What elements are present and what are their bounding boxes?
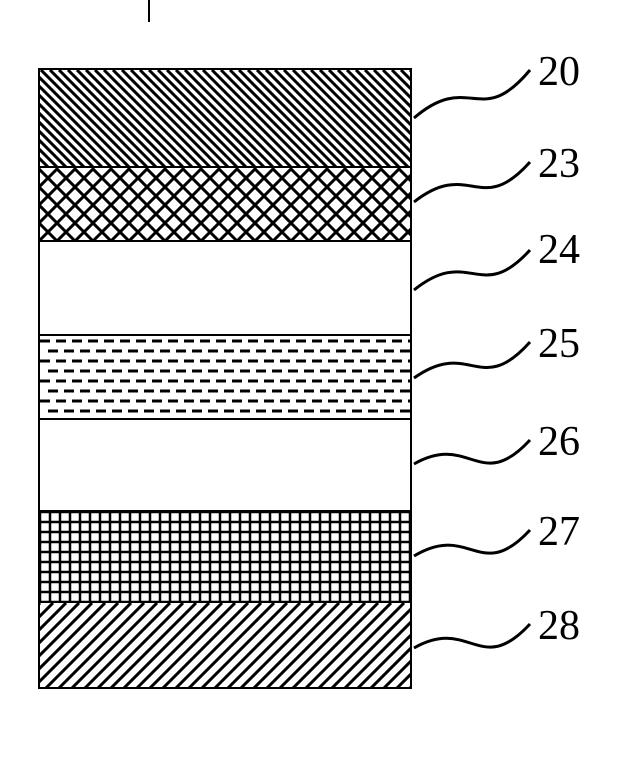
leader-layer-25	[414, 342, 530, 378]
label-layer-27: 27	[538, 508, 580, 556]
leader-layer-24	[414, 250, 530, 290]
label-layer-26: 26	[538, 418, 580, 466]
leader-layer-27	[414, 530, 530, 556]
label-layer-24: 24	[538, 226, 580, 274]
label-layer-23: 23	[538, 140, 580, 188]
leader-lines	[0, 0, 634, 780]
label-layer-28: 28	[538, 602, 580, 650]
leader-layer-26	[414, 440, 530, 464]
leader-layer-20	[414, 70, 530, 118]
leader-layer-23	[414, 162, 530, 202]
leader-layer-28	[414, 624, 530, 648]
label-layer-20: 20	[538, 48, 580, 96]
label-layer-25: 25	[538, 320, 580, 368]
